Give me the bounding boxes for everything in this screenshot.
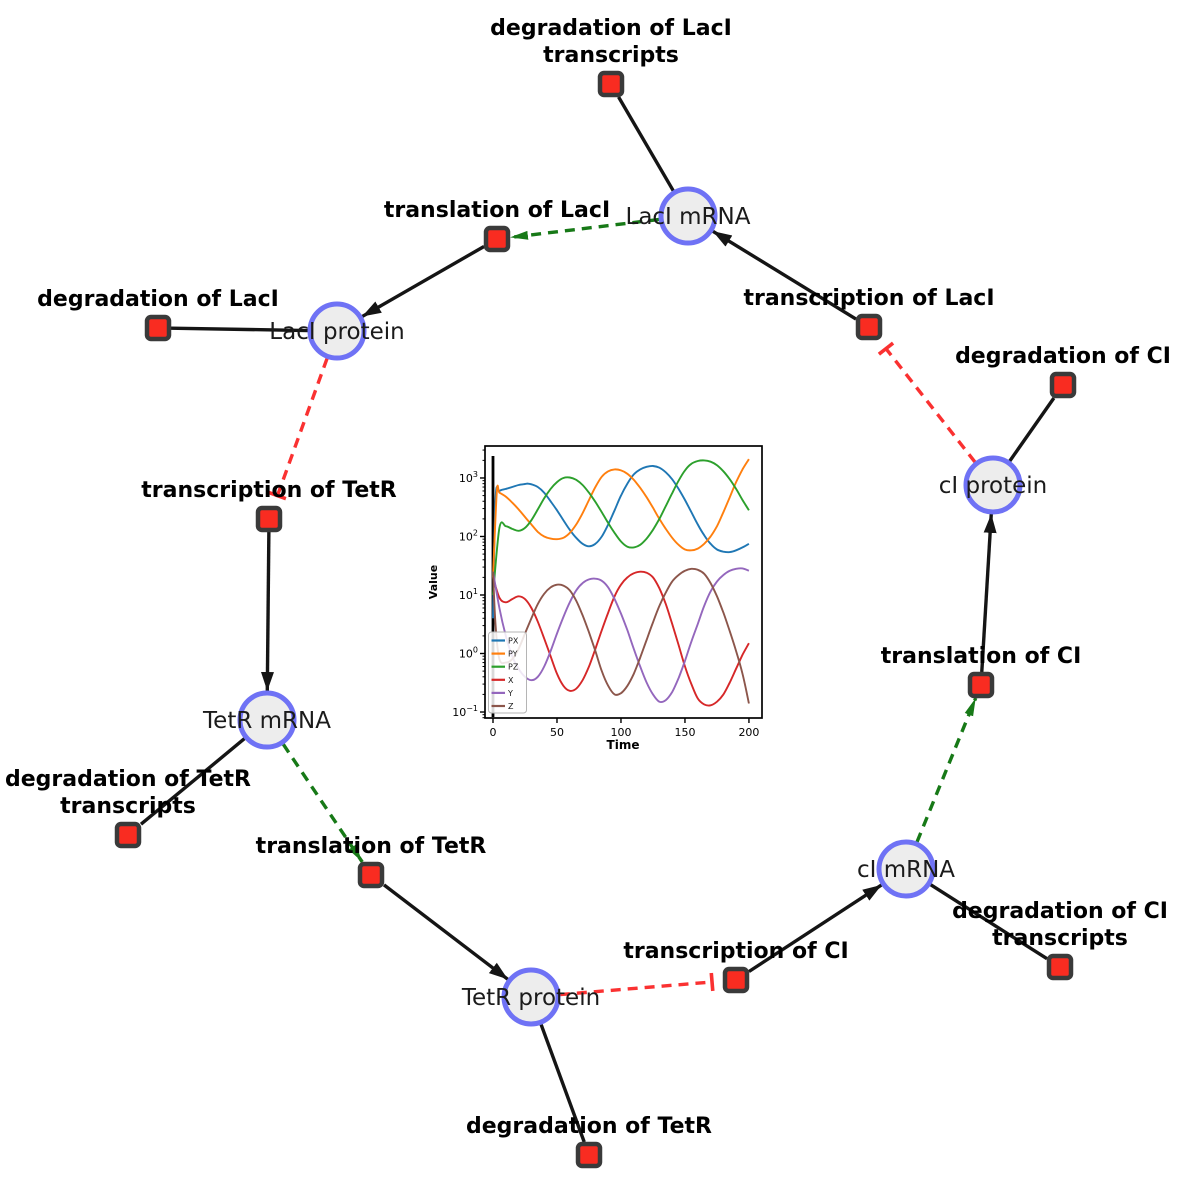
reaction-label-degradation-of-tetr-transcripts: degradation of TetR transcripts [5, 767, 251, 819]
edge-inhibition-laci-protein-to-transcription-of-tetr-tbar [268, 490, 287, 501]
reaction-label-transcription-of-laci: transcription of LacI [743, 286, 994, 311]
y-tick-label: 102 [459, 528, 478, 543]
reaction-node-degradation-of-ci-transcripts [1046, 953, 1074, 981]
edge-inhibition-ci-protein-to-transcription-of-laci-tbar [877, 341, 895, 356]
edge-production-translation-of-ci-to-ci-protein [980, 513, 997, 673]
chart-xlabel: Time [607, 738, 640, 752]
legend-label-Y: Y [507, 689, 513, 698]
edge-modifier-tetr-mrna-to-translation-of-tetr [281, 743, 364, 863]
edge-inhibition-ci-protein-to-transcription-of-laci [884, 347, 977, 464]
species-label-ci-mrna: cI mRNA [857, 857, 955, 883]
reaction-node-translation-of-laci [483, 225, 511, 253]
species-label-tetr-protein: TetR protein [461, 985, 600, 1011]
reaction-label-transcription-of-ci: transcription of CI [623, 939, 848, 964]
reaction-node-degradation-of-laci [144, 314, 172, 342]
edge-production-translation-of-laci-to-laci-protein [361, 245, 485, 319]
series-line-Z [492, 567, 750, 704]
species-node-tetr-protein [501, 967, 561, 1027]
edge-production-transcription-of-tetr-to-tetr-mrna [260, 531, 274, 692]
y-tick-label: 103 [459, 470, 478, 485]
species-node-laci-mrna [658, 186, 718, 246]
edge-production-translation-of-tetr-to-tetr-protein [382, 883, 509, 981]
chart-ylabel: Value [427, 565, 440, 599]
species-label-laci-mrna: LacI mRNA [626, 204, 751, 230]
reaction-label-transcription-of-tetr: transcription of TetR [141, 478, 397, 503]
x-tick-label: 200 [738, 726, 759, 739]
species-node-laci-protein [307, 301, 367, 361]
reaction-node-transcription-of-ci [722, 966, 750, 994]
x-tick-label: 50 [550, 726, 564, 739]
labels-layer: LacI mRNA LacI protein cI protein TetR mRNA… [5, 16, 1171, 1139]
edge-consumption-ci-protein-to-degradation-of-ci [1008, 397, 1056, 463]
species-node-ci-protein [963, 455, 1023, 515]
species-label-laci-protein: LacI protein [269, 319, 404, 345]
edge-production-transcription-of-laci-to-laci-mrna [711, 229, 857, 321]
chart-legend: PX PY PZ XYZ [488, 631, 527, 714]
legend-label-PZ: PZ [508, 663, 519, 672]
species-node-ci-mrna [876, 839, 936, 899]
chart-plot-area: 10−1 100 101 102 103 0 50 100 150 200 [427, 424, 779, 764]
reaction-node-transcription-of-laci [855, 313, 883, 341]
reaction-label-translation-of-laci: translation of LacI [384, 198, 610, 223]
edge-inhibition-tetr-protein-to-transcription-of-ci [559, 980, 713, 997]
y-tick-label: 101 [459, 587, 478, 602]
edge-consumption-laci-protein-to-degradation-of-laci [170, 326, 309, 333]
reaction-node-degradation-of-tetr [575, 1141, 603, 1169]
edge-modifier-laci-mrna-to-translation-of-laci [509, 217, 660, 240]
reaction-node-translation-of-ci [967, 671, 995, 699]
reaction-label-translation-of-tetr: translation of TetR [256, 834, 487, 859]
species-label-tetr-mrna: TetR mRNA [202, 708, 331, 734]
edge-consumption-ci-mrna-to-degradation-of-ci-transcripts [929, 883, 1048, 961]
edge-consumption-laci-mrna-to-degradation-of-laci-transcripts [617, 96, 675, 192]
series-line-Y [492, 567, 750, 704]
y-tick-label: 100 [459, 646, 478, 661]
x-tick-label: 100 [610, 726, 631, 739]
reaction-label-degradation-of-ci-transcripts: degradation of CI transcripts [952, 899, 1168, 951]
reaction-node-transcription-of-tetr [255, 505, 283, 533]
edge-consumption-tetr-protein-to-degradation-of-tetr [539, 1023, 586, 1143]
series-line-PX [492, 465, 750, 619]
species-node-tetr-mrna [237, 690, 297, 750]
legend-label-X: X [508, 676, 514, 685]
x-tick-label: 150 [674, 726, 695, 739]
legend-label-PX: PX [508, 637, 519, 646]
edge-consumption-tetr-mrna-to-degradation-of-tetr-transcripts [139, 737, 246, 826]
reaction-label-degradation-of-laci: degradation of LacI [37, 287, 279, 312]
edges-layer [139, 96, 1056, 1143]
edge-inhibition-laci-protein-to-transcription-of-tetr [275, 357, 329, 497]
reaction-label-degradation-of-tetr: degradation of TetR [466, 1114, 712, 1139]
legend-label-Z: Z [508, 702, 514, 711]
y-tick-label: 10−1 [452, 704, 478, 719]
reaction-node-translation-of-tetr [357, 861, 385, 889]
edge-modifier-ci-mrna-to-translation-of-ci [915, 697, 978, 843]
edge-production-transcription-of-ci-to-ci-mrna [748, 883, 883, 973]
reaction-label-degradation-of-laci-transcripts: degradation of LacI transcripts [490, 16, 732, 68]
species-label-ci-protein: cI protein [939, 473, 1048, 499]
series-line-X [492, 570, 750, 707]
reaction-label-degradation-of-ci: degradation of CI [955, 344, 1171, 369]
reaction-node-degradation-of-ci [1049, 371, 1077, 399]
reaction-label-translation-of-ci: translation of CI [881, 644, 1082, 669]
reaction-node-degradation-of-tetr-transcripts [114, 821, 142, 849]
x-tick-label: 0 [489, 726, 496, 739]
legend-label-PY: PY [508, 650, 518, 659]
reaction-node-degradation-of-laci-transcripts [597, 70, 625, 98]
edge-inhibition-tetr-protein-to-transcription-of-ci-tbar [709, 972, 715, 992]
series-line-PZ [492, 459, 750, 596]
nodes-layer [114, 70, 1077, 1169]
plot-spines [484, 445, 763, 719]
